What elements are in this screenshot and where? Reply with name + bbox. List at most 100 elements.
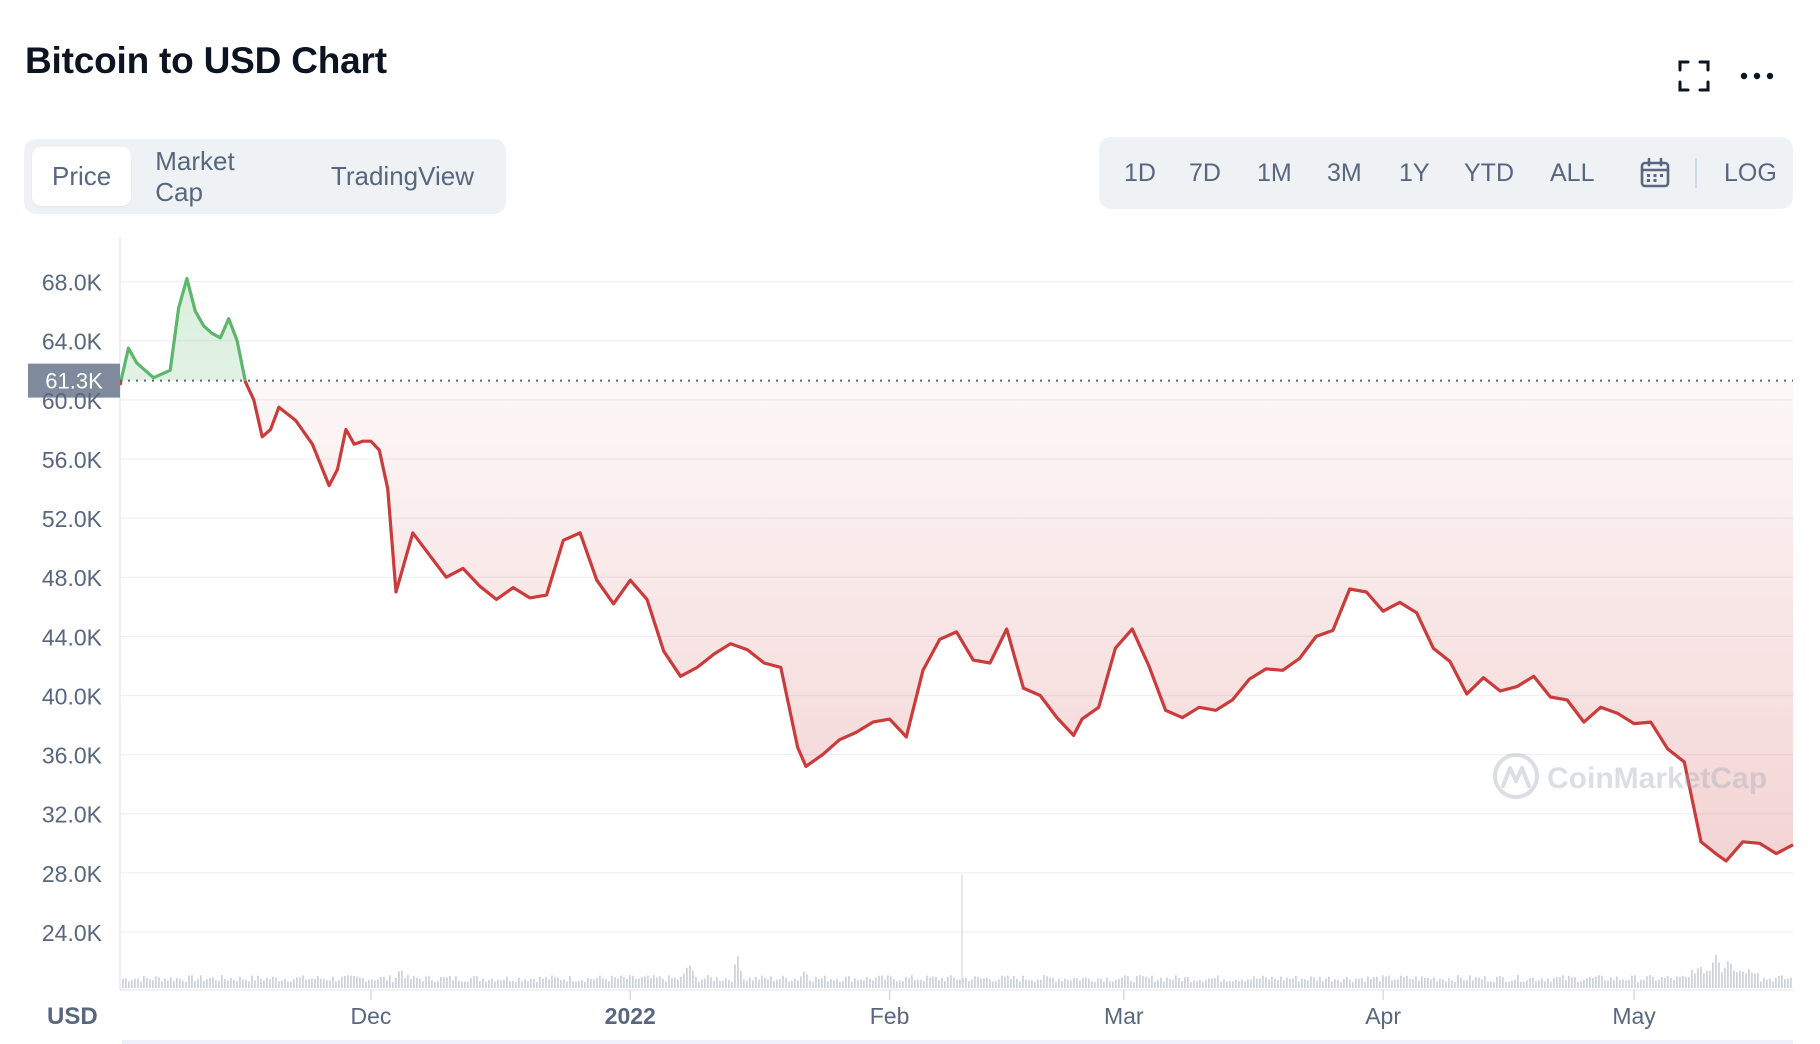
volume-bar xyxy=(788,981,790,988)
range-divider xyxy=(1695,158,1697,188)
range-all-button[interactable]: ALL xyxy=(1550,158,1595,187)
volume-bar xyxy=(863,980,865,988)
volume-bar xyxy=(1313,977,1315,988)
price-point xyxy=(1080,717,1084,721)
volume-bar xyxy=(1394,979,1396,988)
log-scale-toggle[interactable]: LOG xyxy=(1724,158,1777,187)
price-point xyxy=(1482,676,1486,680)
price-point xyxy=(235,339,239,343)
volume-bar xyxy=(1106,977,1108,988)
price-point xyxy=(871,720,875,724)
volume-bar xyxy=(1187,977,1189,988)
volume-bar xyxy=(455,976,457,988)
calendar-button[interactable] xyxy=(1639,137,1671,209)
volume-bar xyxy=(581,979,583,988)
volume-bar xyxy=(707,975,709,988)
price-point xyxy=(1364,590,1368,594)
volume-bar xyxy=(1028,980,1030,988)
volume-bar xyxy=(1295,975,1297,988)
volume-bar xyxy=(881,975,883,988)
volume-bar xyxy=(821,978,823,988)
volume-bar xyxy=(992,981,994,988)
volume-bar xyxy=(152,980,154,988)
price-point xyxy=(352,442,356,446)
volume-bar xyxy=(746,980,748,988)
volume-bar xyxy=(1109,981,1111,988)
price-point xyxy=(1615,711,1619,715)
range-7d-button[interactable]: 7D xyxy=(1189,158,1221,187)
volume-bar xyxy=(599,975,601,988)
volume-bar xyxy=(665,981,667,988)
range-1m-button[interactable]: 1M xyxy=(1257,158,1292,187)
volume-bar xyxy=(812,981,814,988)
volume-bar xyxy=(938,980,940,988)
volume-bar xyxy=(1334,979,1336,988)
volume-bar xyxy=(1145,976,1147,988)
volume-bar xyxy=(1433,977,1435,988)
price-point xyxy=(461,566,465,570)
fullscreen-button[interactable] xyxy=(1678,60,1710,92)
volume-bar xyxy=(1328,976,1330,988)
volume-bar xyxy=(236,980,238,988)
price-point xyxy=(227,317,231,321)
volume-bar xyxy=(758,979,760,988)
range-3m-button[interactable]: 3M xyxy=(1327,158,1362,187)
volume-bar xyxy=(866,976,868,988)
range-1d-button[interactable]: 1D xyxy=(1124,158,1156,187)
volume-bar xyxy=(1310,976,1312,988)
volume-bar xyxy=(431,980,433,988)
volume-bar xyxy=(1496,976,1498,988)
volume-bar xyxy=(1613,979,1615,988)
volume-bar xyxy=(218,980,220,988)
range-ytd-button[interactable]: YTD xyxy=(1464,158,1514,187)
volume-bar xyxy=(791,980,793,988)
y-tick-label: 56.0K xyxy=(42,447,103,473)
volume-bar xyxy=(503,979,505,988)
volume-bar xyxy=(365,981,367,988)
volume-bar xyxy=(956,979,958,988)
volume-bar xyxy=(1622,979,1624,988)
volume-bar xyxy=(698,981,700,988)
volume-bar xyxy=(1130,980,1132,988)
volume-bar xyxy=(368,979,370,988)
volume-bar xyxy=(335,981,337,988)
volume-bar xyxy=(779,979,781,988)
price-point xyxy=(1699,840,1703,844)
volume-bar xyxy=(842,981,844,988)
volume-bar xyxy=(1184,977,1186,988)
volume-bar xyxy=(1661,977,1663,988)
volume-bar xyxy=(1124,975,1126,988)
volume-bar xyxy=(353,975,355,988)
volume-bar xyxy=(1595,976,1597,988)
volume-bar xyxy=(482,978,484,988)
price-point xyxy=(1741,840,1745,844)
volume-bar xyxy=(479,980,481,988)
volume-bar xyxy=(1400,975,1402,988)
volume-bar xyxy=(158,977,160,988)
volume-bar xyxy=(803,971,805,988)
volume-bar xyxy=(1445,981,1447,988)
volume-bar xyxy=(509,981,511,988)
price-point xyxy=(1072,733,1076,737)
volume-bar xyxy=(203,980,205,988)
volume-bar xyxy=(800,976,802,988)
range-1y-button[interactable]: 1Y xyxy=(1399,158,1430,187)
volume-bar xyxy=(1637,981,1639,988)
price-point xyxy=(1666,747,1670,751)
currency-label: USD xyxy=(47,1003,98,1030)
volume-bar xyxy=(653,975,655,988)
volume-bar xyxy=(1484,976,1486,988)
more-options-button[interactable] xyxy=(1740,66,1774,86)
volume-bar xyxy=(722,980,724,988)
price-point xyxy=(1448,660,1452,664)
volume-bar xyxy=(1610,977,1612,988)
volume-bar xyxy=(1331,981,1333,988)
tab-market-cap[interactable]: Market Cap xyxy=(155,145,235,207)
volume-bar xyxy=(170,977,172,988)
tab-price[interactable]: Price xyxy=(32,147,132,206)
volume-bar xyxy=(1421,976,1423,988)
price-point xyxy=(729,642,733,646)
volume-bar xyxy=(989,979,991,988)
tab-tradingview[interactable]: TradingView xyxy=(330,161,474,191)
volume-bar xyxy=(701,979,703,988)
